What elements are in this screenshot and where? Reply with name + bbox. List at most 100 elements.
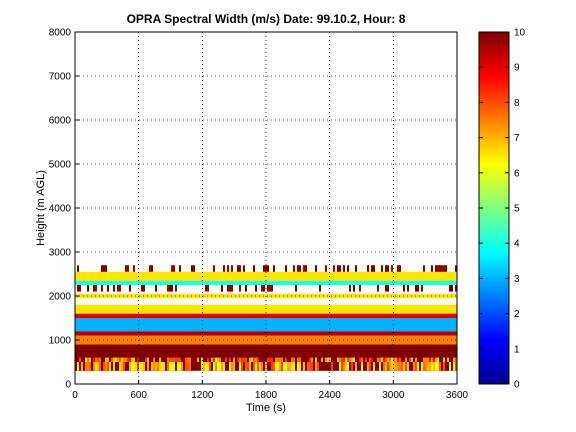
heatmap-cell (197, 357, 199, 362)
heatmap-cell (399, 357, 401, 362)
colorbar-tick-label: 0 (514, 380, 520, 391)
heatmap-cell (359, 285, 361, 292)
heatmap-cell (343, 265, 345, 272)
heatmap-cell (191, 265, 193, 272)
colorbar-tick-label: 4 (514, 239, 520, 250)
heatmap-cell (431, 265, 433, 272)
heatmap-cell (385, 357, 387, 362)
heatmap-cell (315, 357, 317, 362)
heatmap-cell (75, 304, 457, 314)
heatmap-cell (397, 357, 399, 362)
heatmap-layer (75, 313, 457, 318)
heatmap-cell (279, 362, 281, 371)
heatmap-cell (175, 357, 177, 362)
heatmap-cell (403, 285, 405, 292)
heatmap-cell (353, 285, 355, 292)
heatmap-cell (343, 362, 345, 371)
heatmap-cell (387, 357, 389, 362)
heatmap-cell (343, 357, 345, 362)
heatmap-cell (179, 362, 181, 371)
heatmap-cell (373, 265, 375, 272)
heatmap-cell (243, 357, 245, 362)
heatmap-cell (275, 362, 277, 371)
heatmap-cell (331, 362, 333, 371)
heatmap-cell (239, 362, 241, 371)
heatmap-cell (227, 285, 229, 292)
heatmap-cell (221, 362, 223, 371)
heatmap-cell (193, 265, 195, 272)
x-tick-label: 3000 (382, 390, 405, 401)
heatmap-cell (281, 357, 283, 362)
heatmap-cell (383, 362, 385, 371)
heatmap-cell (397, 265, 399, 272)
heatmap-cell (349, 285, 351, 292)
heatmap-cell (219, 357, 221, 362)
heatmap-cell (143, 285, 145, 292)
heatmap-cell (125, 357, 127, 362)
heatmap-cell (307, 362, 309, 371)
heatmap-cell (185, 357, 187, 362)
x-tick-label: 3600 (446, 390, 469, 401)
heatmap-cell (133, 265, 135, 272)
heatmap-cell (293, 362, 295, 371)
heatmap-cell (407, 362, 409, 371)
heatmap-cell (417, 362, 419, 371)
heatmap-cell (129, 362, 131, 371)
x-tick-label: 600 (130, 390, 147, 401)
heatmap-cell (189, 362, 191, 371)
heatmap-cell (377, 357, 379, 362)
heatmap-cell (89, 357, 91, 362)
heatmap-cell (397, 362, 399, 371)
heatmap-cell (215, 357, 217, 362)
heatmap-cell (261, 362, 263, 371)
heatmap-cell (339, 357, 341, 362)
heatmap-cell (395, 362, 397, 371)
heatmap-cell (171, 285, 173, 292)
heatmap-cell (373, 362, 375, 371)
heatmap-cell (213, 362, 215, 371)
heatmap-cell (413, 362, 415, 371)
heatmap-cell (173, 357, 175, 362)
heatmap-cell (81, 362, 83, 371)
heatmap-layer (75, 304, 457, 314)
heatmap-cell (429, 357, 431, 362)
heatmap-cell (179, 265, 181, 272)
heatmap-cell (247, 362, 249, 371)
heatmap-cell (439, 362, 441, 371)
heatmap-cell (147, 362, 149, 371)
heatmap-cell (87, 285, 89, 292)
heatmap-cell (435, 362, 437, 371)
heatmap-cell (389, 362, 391, 371)
colorbar-tick-label: 2 (514, 309, 520, 320)
heatmap-cell (283, 362, 285, 371)
heatmap-cell (393, 357, 395, 362)
heatmap-cell (433, 362, 435, 371)
heatmap-cell (385, 285, 387, 292)
heatmap-cell (391, 357, 393, 362)
heatmap-cell (101, 265, 103, 272)
heatmap-cell (305, 265, 307, 272)
heatmap-cell (255, 362, 257, 371)
heatmap-cell (201, 362, 203, 371)
heatmap-cell (229, 285, 231, 292)
heatmap-cell (173, 362, 175, 371)
y-tick-label: 2000 (49, 292, 72, 303)
heatmap-cell (385, 265, 387, 272)
heatmap-cell (123, 357, 125, 362)
heatmap-cell (455, 265, 457, 272)
heatmap-cell (77, 285, 79, 292)
heatmap-cell (389, 357, 391, 362)
heatmap-cell (243, 265, 245, 272)
heatmap-cell (181, 362, 183, 371)
heatmap-cell (231, 285, 233, 292)
heatmap-cell (441, 265, 443, 272)
heatmap-cell (309, 362, 311, 371)
heatmap-layer (77, 285, 457, 292)
heatmap-cell (429, 362, 431, 371)
heatmap-cell (135, 362, 137, 371)
heatmap-cell (145, 357, 147, 362)
heatmap-cell (169, 285, 171, 292)
heatmap-cell (121, 362, 123, 371)
heatmap-cell (153, 357, 155, 362)
heatmap-cell (319, 285, 321, 292)
